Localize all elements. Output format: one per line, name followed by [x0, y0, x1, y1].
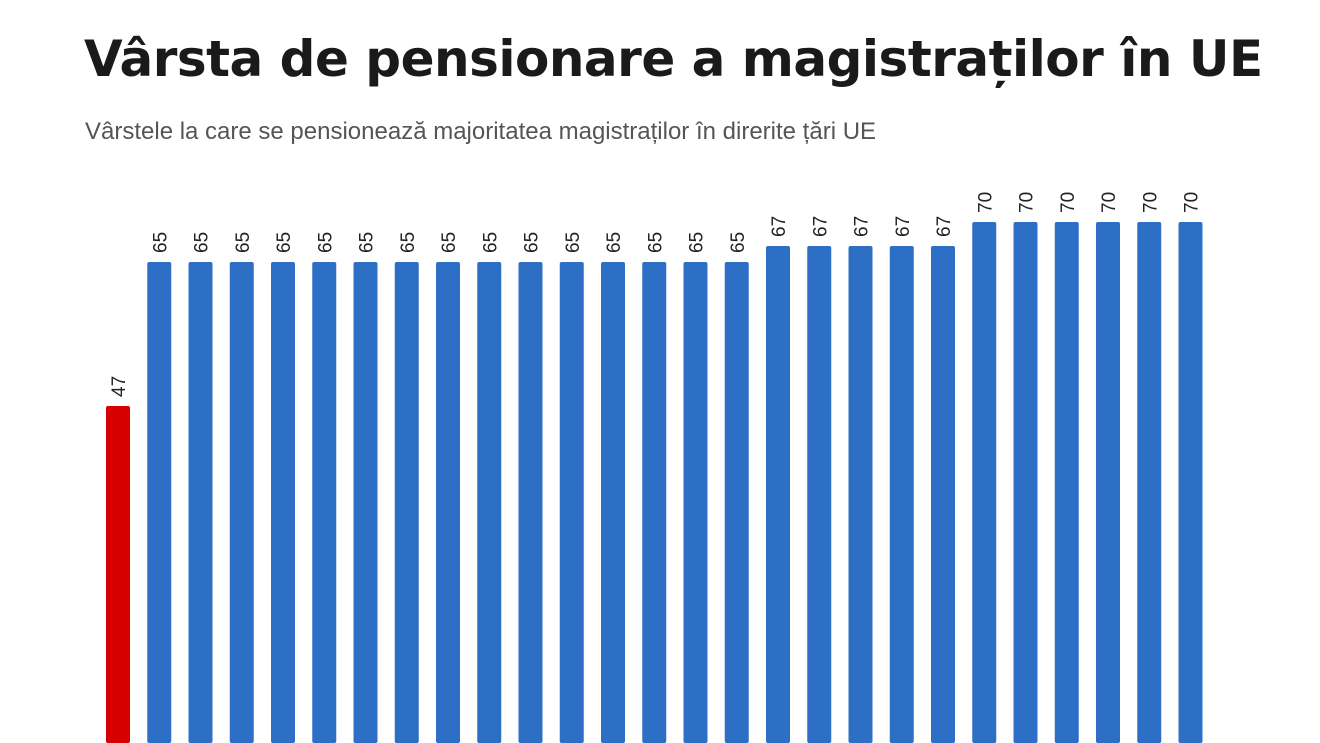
data-label: 70	[1099, 192, 1120, 213]
data-label: 65	[604, 232, 625, 253]
chart-title: Vârsta de pensionare a magistraților în …	[84, 30, 1263, 88]
data-label: 65	[645, 232, 666, 253]
data-label: 67	[852, 216, 873, 237]
bar	[106, 406, 130, 743]
data-label: 65	[522, 232, 543, 253]
data-label: 65	[728, 232, 749, 253]
data-label: 70	[1182, 192, 1203, 213]
data-label: 65	[480, 232, 501, 253]
bar	[477, 262, 502, 743]
data-label: 67	[934, 216, 955, 237]
data-label: 67	[893, 216, 914, 237]
bar	[518, 262, 543, 743]
data-label: 65	[398, 232, 419, 253]
bar	[147, 262, 172, 743]
bar	[229, 262, 254, 743]
bar	[353, 262, 378, 743]
data-label: 70	[1058, 192, 1079, 213]
bar	[1054, 222, 1079, 743]
bar	[271, 262, 295, 743]
bar	[848, 246, 873, 743]
data-label: 47	[109, 376, 130, 397]
data-label: 65	[233, 232, 254, 253]
bar	[312, 262, 337, 743]
data-label: 65	[192, 232, 213, 253]
data-label: 67	[769, 216, 790, 237]
bar	[724, 262, 749, 743]
data-label: 65	[439, 232, 460, 253]
bar	[394, 262, 419, 743]
data-label: 65	[687, 232, 708, 253]
bar	[1178, 222, 1203, 743]
bar	[436, 262, 460, 743]
bar	[889, 246, 914, 743]
bar	[642, 262, 667, 743]
bar	[972, 222, 997, 743]
bar	[559, 262, 584, 743]
bar	[807, 246, 832, 743]
data-label: 65	[315, 232, 336, 253]
chart-subtitle: Vârstele la care se pensionează majorita…	[85, 118, 877, 145]
data-label: 70	[1140, 192, 1161, 213]
bar	[1137, 222, 1162, 743]
bar	[601, 262, 625, 743]
data-label: 65	[357, 232, 378, 253]
data-label: 70	[1017, 192, 1038, 213]
bar	[683, 262, 708, 743]
bar	[188, 262, 213, 743]
data-label: 67	[810, 216, 831, 237]
bar	[766, 246, 790, 743]
bar	[1013, 222, 1038, 743]
data-label: 65	[563, 232, 584, 253]
data-label: 65	[274, 232, 295, 253]
data-label: 70	[975, 192, 996, 213]
bar	[1096, 222, 1120, 743]
bar	[931, 246, 955, 743]
data-label: 65	[150, 232, 171, 253]
